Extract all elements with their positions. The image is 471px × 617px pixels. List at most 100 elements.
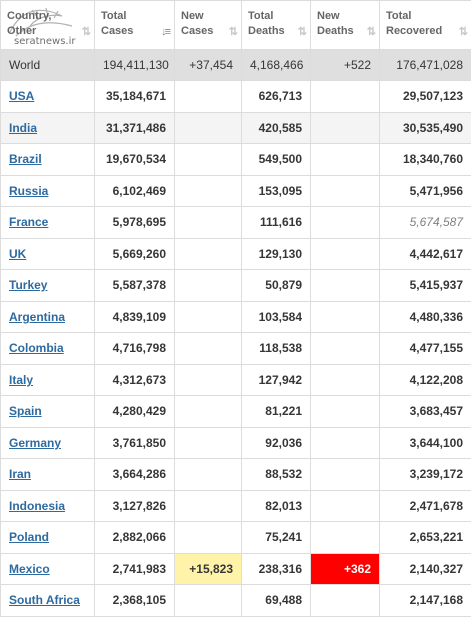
new-cases-cell [174,206,242,239]
new-cases-cell [174,80,242,113]
new-cases-cell: +15,823 [174,552,242,585]
sort-icon[interactable]: ⇅ [366,26,376,38]
sort-icon[interactable]: ⇅ [81,26,91,38]
header-total-cases[interactable]: Total Cases ↓≡ [94,0,175,50]
total-cases-cell: 5,587,378 [94,269,175,302]
header-total-recovered-line1: Total [386,10,412,22]
new-deaths-cell [310,300,380,333]
country-link[interactable]: Spain [9,404,42,419]
country-link[interactable]: South Africa [9,593,80,608]
country-link[interactable]: France [9,215,49,230]
table-row: USA 35,184,671 626,713 29,507,123 [0,80,471,113]
new-deaths-cell [310,332,380,365]
country-cell: Spain [0,395,95,428]
total-recovered-cell: 5,471,956 [379,174,471,207]
table-row: Russia 6,102,469 153,095 5,471,956 [0,174,471,207]
country-link[interactable]: Colombia [9,341,64,356]
sort-icon[interactable]: ⇅ [228,26,238,38]
new-cases-cell [174,584,242,617]
total-deaths-cell: 626,713 [241,80,311,113]
total-recovered-cell: 2,653,221 [379,521,471,554]
table-row: South Africa 2,368,105 69,488 2,147,168 [0,584,471,617]
new-cases-cell [174,363,242,396]
country-cell: South Africa [0,584,95,617]
new-deaths-cell [310,458,380,491]
total-recovered-cell: 4,122,208 [379,363,471,396]
total-cases-cell: 3,127,826 [94,489,175,522]
table-row: Iran 3,664,286 88,532 3,239,172 [0,458,471,491]
total-cases-cell: 4,716,798 [94,332,175,365]
header-new-cases[interactable]: New Cases ⇅ [174,0,242,50]
world-country-cell: World [0,49,95,81]
country-link[interactable]: Argentina [9,309,66,324]
header-total-recovered[interactable]: Total Recovered ⇅ [379,0,471,50]
total-recovered-cell: 4,442,617 [379,237,471,270]
total-cases-cell: 5,669,260 [94,237,175,270]
total-recovered-cell: 30,535,490 [379,111,471,144]
table-row: Spain 4,280,429 81,221 3,683,457 [0,395,471,428]
new-deaths-cell [310,206,380,239]
table-row: Mexico 2,741,983 +15,823 238,316 +362 2,140,3… [0,552,471,585]
world-total-cases: 194,411,130 [94,49,175,81]
new-cases-cell [174,269,242,302]
new-deaths-cell [310,521,380,554]
country-link[interactable]: Italy [9,372,34,387]
country-link[interactable]: Turkey [9,278,48,293]
new-deaths-cell: +362 [310,552,380,585]
total-cases-cell: 3,664,286 [94,458,175,491]
new-cases-cell [174,395,242,428]
country-cell: Italy [0,363,95,396]
world-new-deaths: +522 [310,49,380,81]
new-deaths-cell [310,143,380,176]
total-recovered-cell: 4,480,336 [379,300,471,333]
header-new-cases-line1: New [181,10,204,22]
header-new-deaths-line1: New [317,10,340,22]
header-new-deaths-line2: Deaths [317,25,354,37]
country-link[interactable]: USA [9,89,35,104]
header-new-deaths[interactable]: New Deaths ⇅ [310,0,380,50]
country-link[interactable]: India [9,120,38,135]
country-link[interactable]: Brazil [9,152,42,167]
country-link[interactable]: Indonesia [9,498,66,513]
sort-icon[interactable]: ⇅ [297,26,307,38]
country-link[interactable]: Poland [9,530,50,545]
new-cases-cell [174,143,242,176]
country-link[interactable]: Russia [9,183,49,198]
total-cases-cell: 4,312,673 [94,363,175,396]
total-deaths-cell: 92,036 [241,426,311,459]
sort-desc-icon[interactable]: ↓≡ [161,26,171,38]
table-row: UK 5,669,260 129,130 4,442,617 [0,237,471,270]
total-cases-cell: 19,670,534 [94,143,175,176]
country-link[interactable]: Mexico [9,561,50,576]
total-deaths-cell: 50,879 [241,269,311,302]
total-recovered-cell: 5,415,937 [379,269,471,302]
new-cases-cell [174,458,242,491]
header-total-deaths[interactable]: Total Deaths ⇅ [241,0,311,50]
country-cell: Germany [0,426,95,459]
country-link[interactable]: UK [9,246,27,261]
country-link[interactable]: Iran [9,467,32,482]
country-cell: Indonesia [0,489,95,522]
new-cases-cell [174,332,242,365]
total-deaths-cell: 420,585 [241,111,311,144]
header-country[interactable]: Country, Other ⇅ [0,0,95,50]
total-cases-cell: 35,184,671 [94,80,175,113]
table-row: Brazil 19,670,534 549,500 18,340,760 [0,143,471,176]
total-deaths-cell: 127,942 [241,363,311,396]
total-recovered-cell: 3,644,100 [379,426,471,459]
country-link[interactable]: Germany [9,435,62,450]
new-deaths-cell [310,584,380,617]
total-cases-cell: 4,839,109 [94,300,175,333]
country-cell: Argentina [0,300,95,333]
sort-icon[interactable]: ⇅ [458,26,468,38]
country-cell: France [0,206,95,239]
total-cases-cell: 3,761,850 [94,426,175,459]
new-cases-cell [174,111,242,144]
total-cases-cell: 2,368,105 [94,584,175,617]
total-recovered-cell: 18,340,760 [379,143,471,176]
table-header-row: Country, Other ⇅ Total Cases ↓≡ New Case… [0,0,471,50]
country-cell: USA [0,80,95,113]
total-recovered-cell: 2,471,678 [379,489,471,522]
